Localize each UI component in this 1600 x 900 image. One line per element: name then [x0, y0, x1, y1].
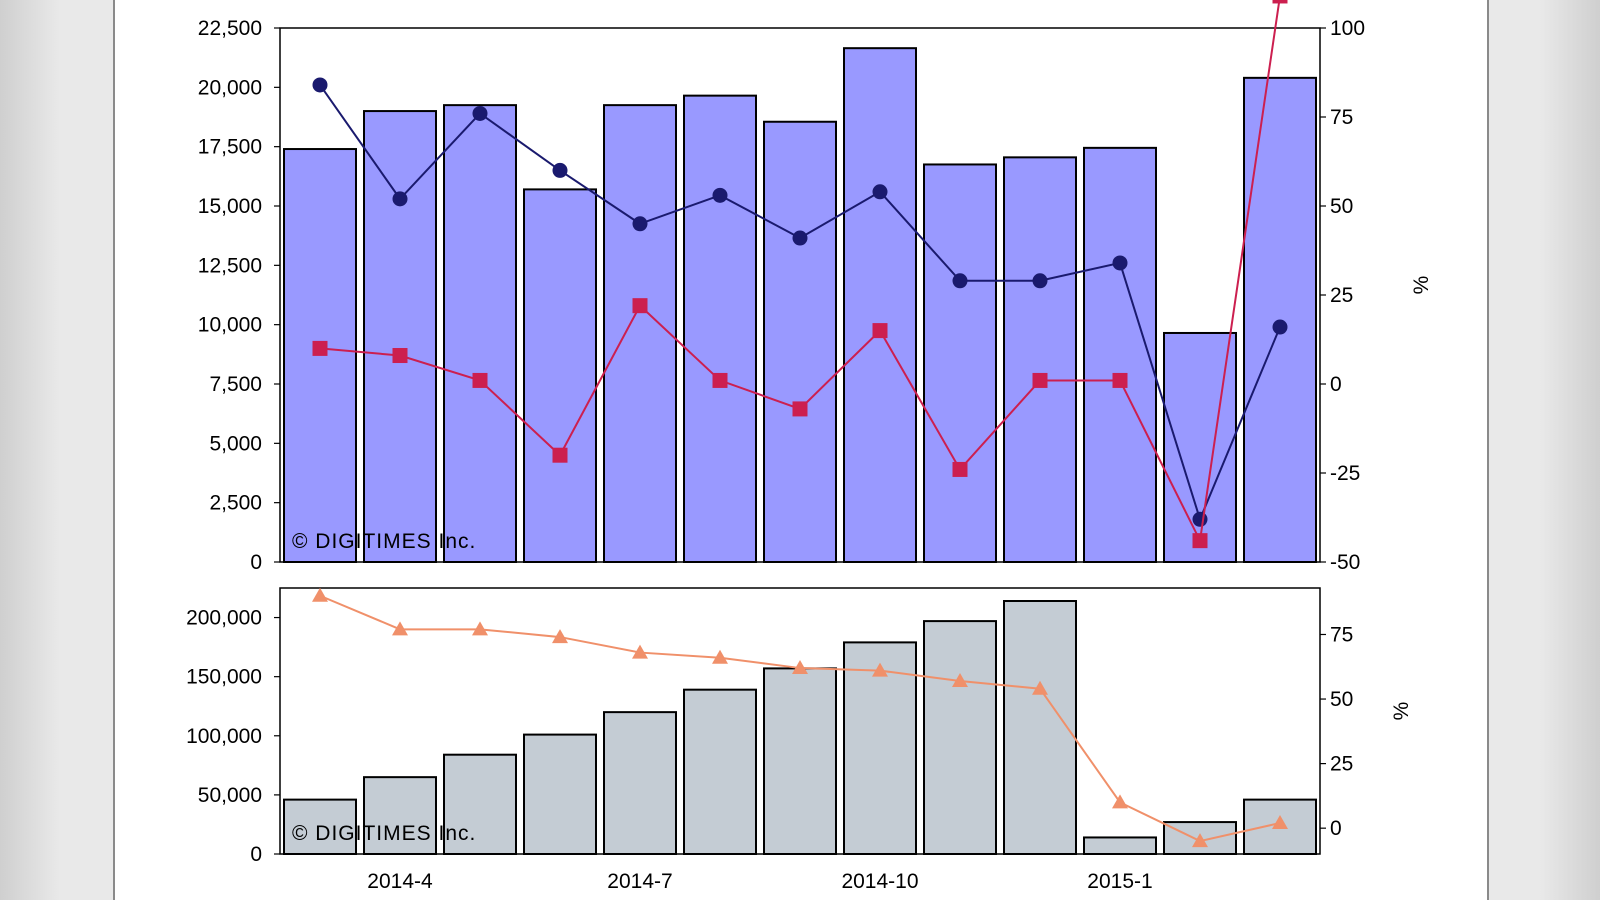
point-square — [552, 447, 568, 463]
point-triangle — [472, 621, 488, 636]
y-tick-label: 150,000 — [186, 666, 262, 689]
y-tick-label: 22,500 — [198, 17, 262, 40]
point-square — [872, 323, 888, 339]
point-circle — [712, 187, 728, 203]
bar — [523, 188, 597, 564]
chart-canvas: 0 2,500 5,000 7,500 10,000 12,500 15,000 17,500… — [186, 0, 1433, 893]
y2-tick-label: 50 — [1330, 195, 1353, 218]
y-tick-label: 7,500 — [209, 373, 262, 396]
point-triangle — [712, 649, 728, 664]
point-circle — [632, 216, 648, 232]
y-tick-label: 17,500 — [198, 136, 262, 159]
point-square — [952, 461, 968, 477]
y-tick-label: 5,000 — [209, 432, 262, 455]
y2-tick-label: 50 — [1330, 688, 1353, 711]
point-triangle — [1192, 833, 1208, 848]
point-square — [1192, 533, 1208, 549]
y2-tick-label: 75 — [1330, 106, 1353, 129]
bar — [603, 104, 677, 563]
point-circle — [1032, 273, 1048, 289]
y2-tick-label: 25 — [1330, 284, 1353, 307]
bar — [683, 94, 757, 563]
y-tick-label: 15,000 — [198, 195, 262, 218]
bar — [1083, 836, 1157, 856]
point-square — [312, 340, 328, 356]
y-tick-label: 0 — [250, 551, 262, 574]
point-triangle — [552, 629, 568, 644]
y-tick-label: 200,000 — [186, 607, 262, 630]
point-square — [1272, 0, 1288, 4]
point-triangle — [1272, 815, 1288, 830]
watermark: © DIGITIMES Inc. — [292, 530, 476, 553]
point-circle — [872, 184, 888, 200]
point-triangle — [952, 672, 968, 687]
point-circle — [472, 105, 488, 121]
y-tick-label: 100,000 — [186, 725, 262, 748]
point-triangle — [632, 644, 648, 659]
x-tick-label: 2015-1 — [1087, 870, 1152, 893]
point-triangle — [312, 587, 328, 602]
point-circle — [552, 162, 568, 178]
y2-tick-label: 75 — [1330, 623, 1353, 646]
y2-tick-label: 100 — [1330, 17, 1365, 40]
point-circle — [1272, 319, 1288, 335]
y2-tick-label: 0 — [1330, 373, 1342, 396]
y2-tick-label: 25 — [1330, 753, 1353, 776]
bar — [1003, 156, 1077, 563]
y2-axis-label: % — [1390, 702, 1413, 721]
point-square — [792, 401, 808, 417]
point-circle — [392, 191, 408, 207]
y2-tick-label: 0 — [1330, 817, 1342, 840]
chart-panel: 0 2,500 5,000 7,500 10,000 12,500 15,000 17,500… — [113, 0, 1489, 900]
point-square — [472, 372, 488, 388]
point-square — [392, 348, 408, 364]
bar — [523, 733, 597, 856]
bar — [1003, 600, 1077, 856]
point-square — [712, 372, 728, 388]
y2-axis-label: % — [1410, 276, 1433, 295]
bar — [443, 104, 517, 563]
bar — [363, 776, 437, 856]
y-tick-label: 10,000 — [198, 314, 262, 337]
y-tick-label: 12,500 — [198, 254, 262, 277]
point-circle — [1192, 511, 1208, 527]
bar — [763, 667, 837, 855]
bar — [683, 688, 757, 855]
bar — [923, 163, 997, 563]
bar — [603, 711, 677, 856]
point-triangle — [392, 621, 408, 636]
bar — [283, 798, 357, 856]
bar — [843, 641, 917, 855]
point-triangle — [1032, 680, 1048, 695]
bar — [843, 47, 917, 563]
bar — [443, 753, 517, 856]
y-tick-label: 50,000 — [198, 784, 262, 807]
x-tick-label: 2014-7 — [607, 870, 672, 893]
bar — [923, 620, 997, 856]
point-circle — [312, 77, 328, 93]
y-tick-label: 20,000 — [198, 76, 262, 99]
point-triangle — [792, 660, 808, 675]
x-tick-label: 2014-4 — [367, 870, 433, 893]
point-circle — [1112, 255, 1128, 271]
y2-tick-label: -50 — [1330, 551, 1360, 574]
point-square — [1032, 372, 1048, 388]
y2-tick-label: -25 — [1330, 462, 1360, 485]
y-tick-label: 0 — [250, 843, 262, 866]
point-triangle — [1112, 794, 1128, 809]
point-square — [1112, 372, 1128, 388]
point-triangle — [872, 662, 888, 677]
x-tick-label: 2014-10 — [841, 870, 918, 893]
point-circle — [952, 273, 968, 289]
bar — [363, 110, 437, 563]
bar — [763, 120, 837, 563]
point-square — [632, 298, 648, 314]
y-tick-label: 2,500 — [209, 492, 262, 515]
watermark: © DIGITIMES Inc. — [292, 822, 476, 845]
point-circle — [792, 230, 808, 246]
bar — [1083, 146, 1157, 563]
bar — [1163, 821, 1237, 856]
